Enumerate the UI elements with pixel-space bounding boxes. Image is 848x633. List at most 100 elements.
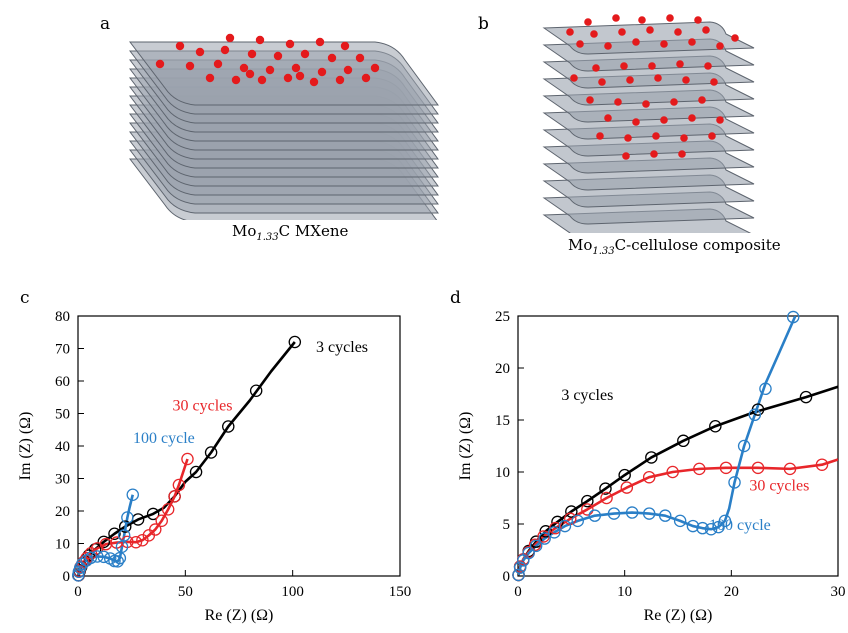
y-tick-label: 25 [495, 309, 510, 325]
data-point [146, 507, 160, 521]
data-point [666, 465, 679, 479]
data-point [783, 462, 797, 476]
composite-stack-illustration [542, 14, 755, 233]
data-point [718, 514, 732, 528]
data-point [222, 420, 235, 433]
data-point [512, 568, 525, 582]
mxene-particle [247, 49, 257, 59]
nyquist-chart-d: 0 10 20 30 0 5 10 15 20 25 Re (Z) (Ω) Im (Z) (Ω) 3 c… [457, 309, 846, 624]
data-point [117, 529, 131, 542]
data-point [600, 491, 613, 505]
data-point [84, 546, 98, 560]
data-point [126, 488, 139, 501]
composite-particle [731, 34, 739, 42]
data-point [111, 555, 124, 568]
mxene-particle [185, 61, 195, 71]
nyquist-chart-c: 0 50 100 150 0 10 20 30 40 50 60 70 80 Re (Z) (Ω) Im (… [17, 309, 412, 624]
y-tick-label: 10 [55, 537, 70, 553]
composite-particle [638, 16, 646, 24]
mxene-particle [343, 65, 353, 75]
y-tick-label: 15 [495, 413, 510, 429]
mxene-particle [283, 73, 293, 83]
data-point [249, 384, 263, 398]
x-tick-label: 100 [281, 584, 304, 600]
mxene-particle [220, 45, 230, 55]
series-line [518, 316, 797, 576]
composite-particle [648, 62, 656, 70]
data-point [513, 561, 527, 574]
y-tick-label: 5 [503, 517, 511, 533]
series-annotation: 100 cycle [133, 430, 195, 447]
data-point [712, 520, 725, 534]
composite-particle [632, 38, 640, 46]
series-annotation: 3 cycles [561, 387, 613, 404]
data-point [288, 335, 302, 349]
mxene-particle [273, 51, 283, 61]
data-point [108, 527, 121, 540]
composite-particle [598, 78, 606, 86]
y-tick-label: 60 [55, 374, 70, 390]
data-point [625, 506, 639, 519]
x-tick-label: 30 [831, 584, 846, 600]
series-annotation: 30 cycles [173, 397, 233, 414]
data-point [786, 310, 800, 324]
composite-particle [680, 134, 688, 142]
data-point [529, 539, 543, 553]
data-point [189, 465, 203, 479]
composite-particle [708, 132, 716, 140]
series-annotation: 100 cycle [709, 517, 771, 534]
data-point [719, 461, 733, 475]
composite-particle [592, 64, 600, 72]
composite-particle [682, 76, 690, 84]
composite-particle [678, 150, 686, 158]
composite-particle [632, 118, 640, 126]
panel-a-caption-prefix: Mo [232, 222, 257, 240]
mxene-particle [239, 63, 249, 73]
panel-d-letter: d [450, 288, 461, 308]
mxene-particle [315, 37, 325, 47]
mxene-sheet [128, 41, 439, 106]
series-annotation: 30 cycles [749, 478, 809, 495]
composite-particle [694, 16, 702, 24]
composite-particle [614, 98, 622, 106]
data-point [799, 390, 813, 404]
composite-particle [596, 132, 604, 140]
composite-particle [650, 150, 658, 158]
data-point [658, 509, 672, 522]
composite-particle [584, 18, 592, 26]
mxene-particle [300, 49, 310, 59]
panel-b-caption-suffix: C-cellulose composite [614, 236, 781, 254]
data-point [149, 523, 162, 536]
x-tick-label: 150 [389, 584, 412, 600]
composite-particle [666, 14, 674, 22]
data-point [642, 507, 656, 520]
y-tick-label: 80 [55, 309, 70, 325]
composite-particle [652, 132, 660, 140]
data-point [673, 514, 687, 528]
composite-particle [566, 28, 574, 36]
data-point [97, 535, 111, 549]
mxene-particle [257, 75, 267, 85]
data-point [528, 538, 542, 552]
mxene-particle [225, 33, 235, 43]
data-point [129, 535, 143, 549]
y-tick-label: 40 [55, 439, 70, 455]
panel-b-caption-prefix: Mo [568, 236, 593, 254]
data-point [97, 550, 111, 564]
y-tick-label: 20 [495, 361, 510, 377]
composite-particle [620, 62, 628, 70]
mxene-particle [335, 75, 345, 85]
data-point [693, 462, 706, 476]
composite-particle [570, 74, 578, 82]
panel-c-letter: c [20, 288, 30, 308]
x-axis-label: Re (Z) (Ω) [205, 607, 274, 624]
x-tick-label: 10 [617, 584, 632, 600]
data-point [538, 532, 551, 545]
mxene-particle [231, 75, 241, 85]
composite-particle [624, 134, 632, 142]
data-point [642, 470, 656, 484]
data-point [204, 446, 218, 459]
mxene-particle [361, 73, 371, 83]
panel-b-letter: b [478, 14, 489, 34]
y-tick-label: 30 [55, 472, 70, 488]
